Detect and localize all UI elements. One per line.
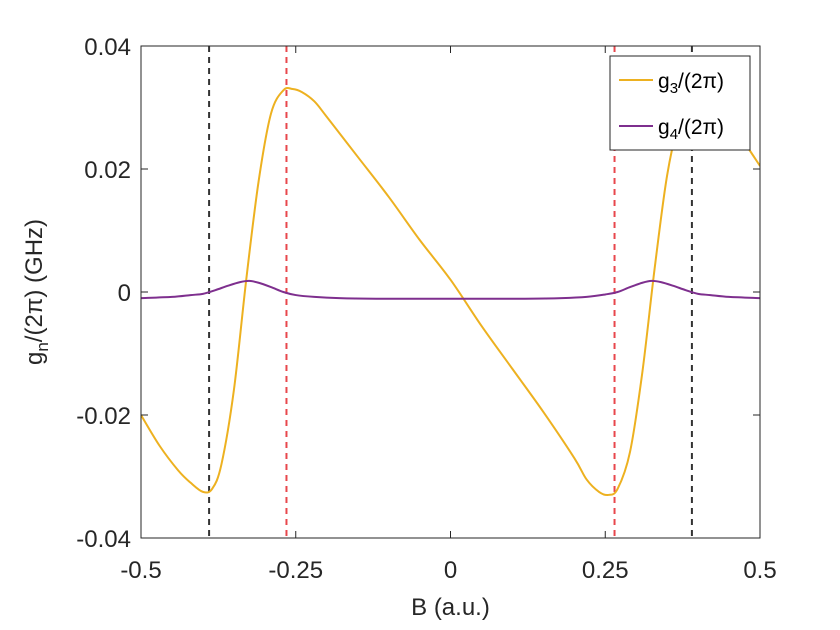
y-axis-label-rest: /(2π) (GHz) [21, 219, 48, 342]
x-tick-label-0m25: -0.25 [268, 557, 323, 584]
x-tick-label-0m5: 0.5 [743, 557, 776, 584]
legend: g3/(2π) g4/(2π) [609, 55, 751, 151]
legend-label-g3-base: g [658, 70, 670, 93]
legend-label-g4-rest: /(2π) [678, 116, 724, 139]
y-tick-label-0m02: 0.02 [84, 157, 131, 184]
x-tick-label-0m25: 0.25 [582, 557, 629, 584]
x-tick-label-0m5: -0.5 [120, 557, 161, 584]
y-axis-label: gn/(2π) (GHz) [21, 219, 52, 365]
y-tick-label-0m02: -0.02 [76, 403, 131, 430]
legend-label-g4-sub: 4 [670, 126, 678, 143]
legend-label-g3-rest: /(2π) [678, 70, 724, 93]
legend-box [609, 55, 751, 151]
axis-ticks [140, 45, 761, 539]
series-line-g4 [141, 279, 760, 300]
y-axis-label-sub: n [33, 342, 52, 351]
y-axis-label-base: g [21, 352, 48, 365]
legend-label-g4-base: g [658, 116, 670, 139]
x-tick-label-0: 0 [444, 557, 457, 584]
axis-tick-labels: -0.5 -0.25 0 0.25 0.5 -0.04 -0.02 0 0.02 0.04 [76, 34, 776, 584]
y-tick-label-0m04: 0.04 [84, 34, 131, 61]
y-tick-label-0: 0 [118, 280, 131, 307]
legend-label-g3-sub: 3 [670, 80, 678, 97]
y-tick-label-0m04: -0.04 [76, 526, 131, 553]
x-axis-label: B (a.u.) [411, 594, 490, 621]
legend-label-g4: g4/(2π) [658, 116, 724, 143]
legend-label-g3: g3/(2π) [658, 70, 724, 97]
